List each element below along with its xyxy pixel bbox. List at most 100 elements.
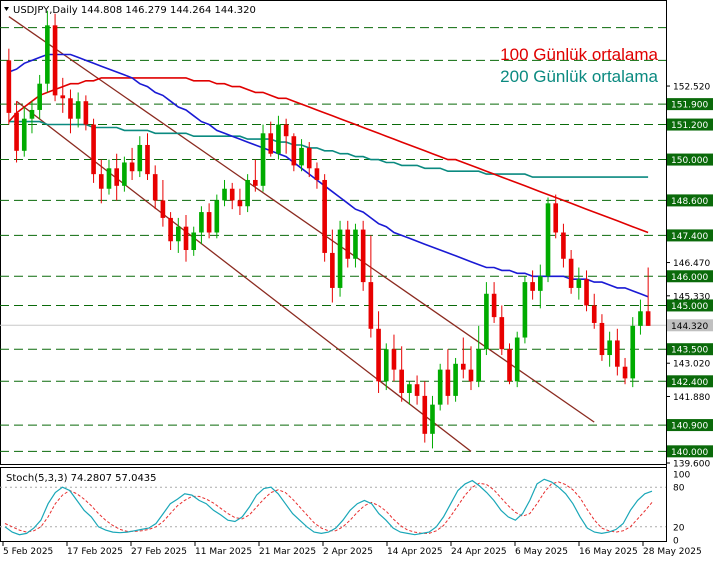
candle <box>538 264 543 309</box>
candle <box>376 311 381 393</box>
candle <box>437 363 443 411</box>
candle <box>530 270 535 300</box>
candle-body <box>206 212 212 233</box>
candle-body <box>553 203 559 233</box>
last-price-badge: 144.320 <box>671 322 708 332</box>
candle-body <box>129 162 135 172</box>
candle <box>260 124 266 192</box>
candle <box>368 235 374 338</box>
candle <box>591 293 597 329</box>
levels-layer <box>0 27 666 452</box>
price-tick-label: 139.600 <box>673 460 710 470</box>
level-badge-bg <box>667 419 713 432</box>
candle-body <box>14 112 19 151</box>
candle <box>630 317 636 388</box>
candle-body <box>599 322 605 356</box>
ma100-line <box>8 77 649 234</box>
candle-body <box>37 83 42 110</box>
candle <box>514 331 520 388</box>
candle-body <box>430 404 435 434</box>
candle <box>453 357 458 402</box>
stoch-layer: 100 80 20 0 <box>0 471 690 547</box>
price-ticks-layer: 152.520 151.900 151.200 150.000 148.600 147.4… <box>666 83 713 470</box>
level-badge-bg <box>667 375 713 388</box>
candle-body <box>514 337 520 382</box>
stoch-tick-label: 100 <box>673 471 690 481</box>
candle <box>353 223 358 268</box>
candle <box>399 346 404 402</box>
candle <box>330 229 335 303</box>
level-badge: 145.000 <box>671 302 708 312</box>
candle-body <box>399 369 404 393</box>
candle-body <box>422 395 428 434</box>
stoch-tick-label: 20 <box>673 523 685 533</box>
price-tick-label: 141.880 <box>673 393 710 403</box>
level-badge-bg <box>667 153 713 166</box>
candle-body <box>630 325 636 379</box>
price-tick-label: 146.470 <box>673 259 710 269</box>
candle-body <box>622 366 628 379</box>
candle <box>314 162 320 189</box>
candle-body <box>114 168 119 186</box>
candle <box>160 179 166 227</box>
candle <box>291 133 297 172</box>
candle <box>106 159 112 195</box>
candle <box>337 220 343 297</box>
candle-body <box>638 311 643 326</box>
legend-100-day: 100 Günlük ortalama <box>500 45 658 64</box>
candle <box>615 328 620 376</box>
candle-body <box>222 188 227 201</box>
candle <box>214 194 220 239</box>
candle <box>129 147 135 180</box>
candle <box>21 107 27 157</box>
candle <box>175 217 181 253</box>
date-ticks-layer: 5 Feb 2025 17 Feb 2025 27 Feb 2025 11 Mar 2… <box>2 542 702 557</box>
candle-body <box>29 109 35 119</box>
candle <box>276 115 281 160</box>
candle <box>491 282 497 323</box>
stoch-title: Stoch(5,3,3) 74.2807 57.0435 <box>6 473 157 484</box>
candle-body <box>460 363 466 370</box>
candle-body <box>491 293 497 318</box>
candle-body <box>414 384 420 396</box>
candle-body <box>322 179 327 253</box>
candle <box>98 159 104 204</box>
level-badge: 142.400 <box>671 378 708 388</box>
level-badge-bg <box>667 229 713 242</box>
candle-body <box>453 363 458 396</box>
candle <box>568 250 574 294</box>
candle-body <box>122 162 127 186</box>
candle <box>499 305 505 356</box>
candle <box>622 357 628 385</box>
candle-body <box>60 95 66 99</box>
level-badge: 150.000 <box>671 156 708 166</box>
candle-body <box>376 328 381 382</box>
level-badge: 140.900 <box>671 422 708 432</box>
stoch-tick-label: 0 <box>673 537 679 547</box>
candle-body <box>330 252 335 288</box>
candle <box>37 74 42 119</box>
date-tick-label: 11 Mar 2025 <box>195 547 252 557</box>
candle-body <box>106 168 112 189</box>
candle-body <box>137 144 143 172</box>
candle-body <box>445 369 451 396</box>
candle <box>299 139 304 172</box>
candle <box>253 159 258 192</box>
candle-body <box>98 174 104 189</box>
date-tick-label: 2 Apr 2025 <box>323 547 373 557</box>
candle <box>237 188 243 215</box>
level-badge-bg <box>667 118 713 131</box>
candle-body <box>183 226 189 251</box>
collapse-triangle-icon[interactable] <box>4 7 9 11</box>
candle <box>60 77 66 113</box>
candle-body <box>530 282 535 291</box>
candle <box>245 174 250 213</box>
candle-body <box>407 384 412 393</box>
ma-blue-line <box>8 53 649 298</box>
candle <box>145 133 150 180</box>
candle <box>137 136 143 178</box>
candle <box>645 267 651 326</box>
candle-body <box>152 174 158 201</box>
candle-body <box>6 60 12 113</box>
candle-body <box>68 98 73 119</box>
